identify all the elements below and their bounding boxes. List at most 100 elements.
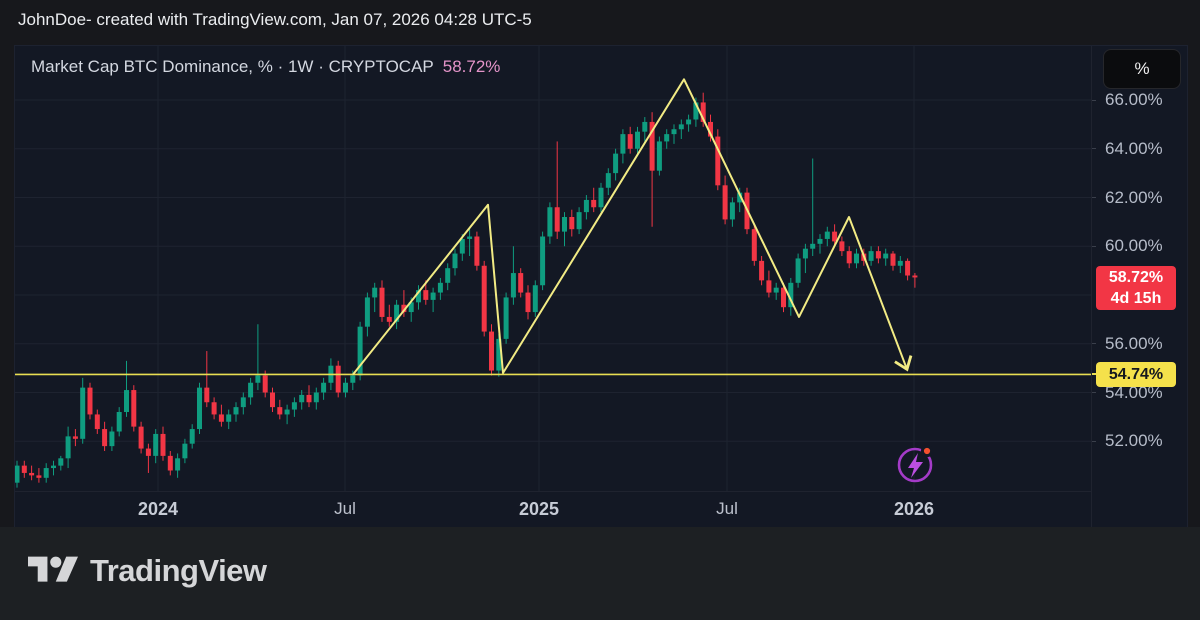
candle-body (781, 287, 786, 308)
chart-container[interactable]: Market Cap BTC Dominance, % · 1W · CRYPT… (14, 45, 1188, 529)
candle-body (124, 390, 129, 412)
candle-body (284, 409, 290, 415)
candle-body (29, 472, 35, 476)
candle-body (868, 251, 874, 261)
alert-lightning-icon[interactable] (897, 444, 934, 483)
candle-body (496, 338, 502, 371)
attribution-text: JohnDoe- created with TradingView.com, J… (18, 10, 532, 29)
candle-body (481, 265, 487, 332)
candle-body (474, 236, 480, 266)
tradingview-brand[interactable]: TradingView (28, 551, 267, 590)
price-axis-label: 62.00% (1105, 187, 1163, 207)
candle-body (401, 304, 407, 313)
price-axis-label: 66.00% (1105, 90, 1163, 109)
candle-body (854, 253, 859, 264)
candle-body (102, 429, 108, 447)
candle-body (883, 253, 889, 259)
candle-body (613, 153, 619, 174)
candle-body (576, 212, 582, 230)
level-price-badge: 54.74% (1096, 361, 1176, 387)
candle-body (430, 292, 436, 300)
candle-body (357, 326, 363, 376)
axis-tick (1092, 245, 1096, 247)
candle-body (905, 260, 911, 276)
brand-name: TradingView (90, 552, 267, 588)
candle-body (364, 297, 370, 327)
candle-body (722, 185, 728, 220)
time-axis-label: 2024 (137, 499, 179, 519)
percent-unit-button[interactable]: % (1103, 49, 1181, 89)
candle-body (343, 382, 348, 393)
candle-body (255, 375, 261, 383)
candle-body (737, 192, 743, 203)
candle-body (350, 375, 356, 383)
axis-tick (1092, 197, 1096, 198)
candle-body (145, 448, 151, 456)
candle-body (846, 251, 852, 264)
candle-body (94, 414, 100, 430)
candle-body (795, 258, 801, 283)
attribution-bar: JohnDoe- created with TradingView.com, J… (0, 0, 1200, 40)
candle-body (583, 199, 589, 213)
candle-body (467, 236, 473, 239)
candle-body (832, 231, 838, 242)
candle-body (649, 121, 655, 171)
candle-body (678, 124, 684, 130)
candle-body (306, 394, 312, 403)
candle-body (437, 282, 443, 293)
candle-body (218, 414, 224, 422)
candle-body (72, 436, 78, 439)
candle-body (715, 136, 721, 186)
candle-body (335, 365, 341, 393)
zigzag-trendline[interactable] (352, 78, 913, 376)
candle-body (605, 173, 611, 188)
footer: TradingView (0, 527, 1200, 620)
candle-body (569, 217, 575, 230)
candle-body (58, 458, 64, 466)
candle-body (262, 375, 268, 393)
candle-body (21, 465, 27, 473)
candle-body (810, 243, 816, 249)
candle-body (912, 275, 918, 278)
price-axis-label: 60.00% (1105, 236, 1163, 256)
candle-body (766, 280, 772, 293)
candle-body (65, 436, 71, 459)
bar-countdown: 4d 15h (1110, 290, 1162, 308)
candle-body (226, 414, 232, 422)
price-axis-label: 52.00% (1105, 431, 1163, 451)
candle-body (277, 407, 283, 415)
candle-body (489, 331, 494, 371)
axis-tick (1092, 440, 1096, 442)
price-axis-label: 64.00% (1105, 138, 1163, 158)
candlestick-plot[interactable] (15, 46, 1091, 491)
candle-body (839, 241, 845, 252)
time-axis-label: Jul (716, 499, 738, 518)
candle-body (248, 382, 254, 398)
candle-body (708, 121, 713, 137)
candle-body (175, 458, 181, 471)
candle-body (423, 290, 429, 300)
time-axis-label: 2026 (893, 499, 935, 519)
candle-body (233, 407, 239, 415)
candle-body (197, 387, 202, 430)
last-price-badge: 58.72% 4d 15h (1096, 266, 1176, 311)
candle-body (131, 390, 137, 427)
candle-body (313, 392, 319, 403)
candle-body (211, 402, 217, 415)
candle-body (416, 290, 421, 303)
candle-body (379, 287, 385, 317)
candle-body (394, 304, 400, 322)
candle-body (270, 392, 275, 408)
candle-body (671, 129, 677, 135)
candle-body (299, 394, 305, 403)
candle-body (503, 297, 509, 339)
candle-body (452, 253, 458, 269)
candle-body (386, 316, 392, 322)
candle-body (518, 273, 524, 293)
candle-body (562, 217, 567, 232)
candle-body (693, 102, 699, 120)
symbol-legend[interactable]: Market Cap BTC Dominance, % · 1W · CRYPT… (31, 57, 500, 77)
time-axis[interactable]: 2024 Jul 2025 Jul 2026 (15, 491, 1091, 529)
price-axis[interactable]: % 58.72% 4d 15h 54.74% 66.00% 64.00% 62.00… (1091, 46, 1188, 528)
